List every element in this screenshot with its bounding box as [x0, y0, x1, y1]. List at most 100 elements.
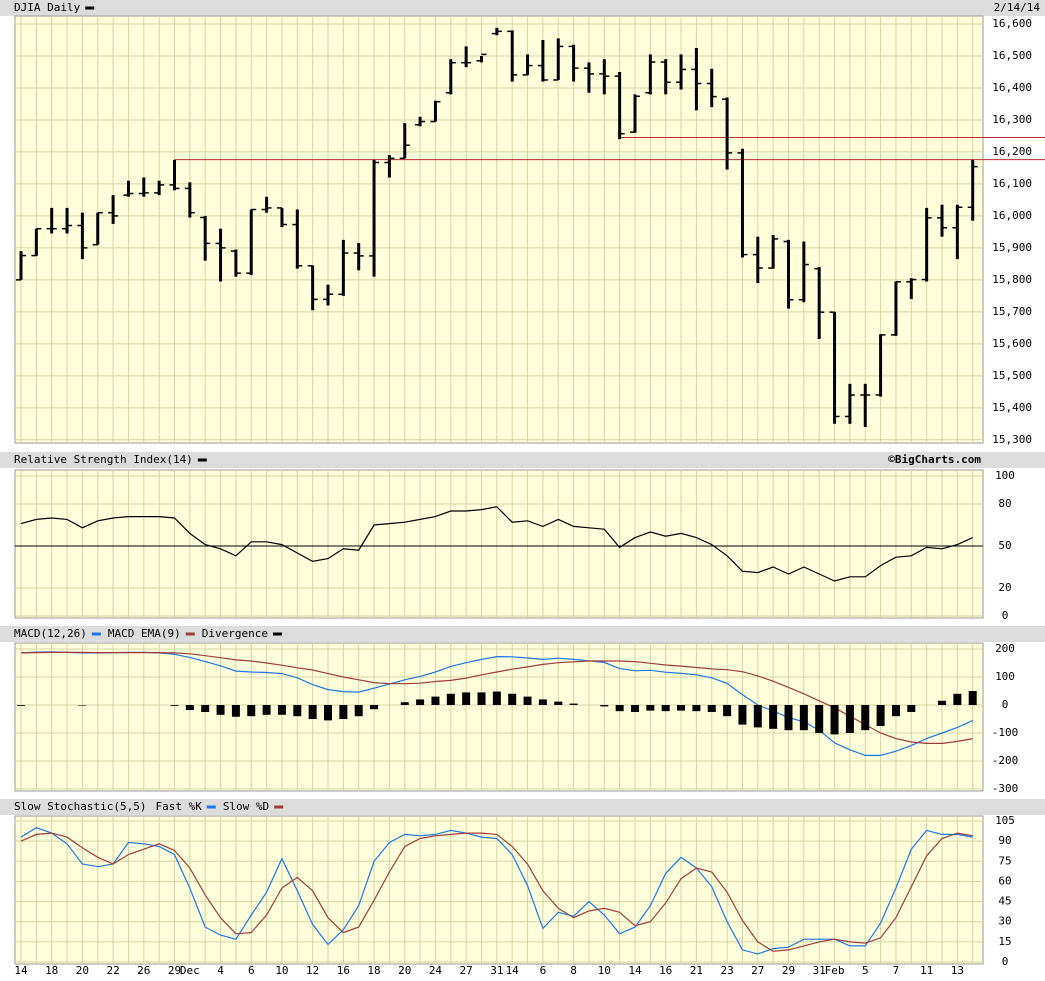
divergence-bar [661, 705, 670, 712]
divergence-bar [891, 705, 900, 717]
divergence-bar [400, 702, 409, 705]
legend-label: Fast %K [155, 800, 202, 813]
y-tick-label: 45 [998, 895, 1011, 908]
legend-label: Divergence [202, 627, 268, 640]
divergence-bar [170, 705, 179, 706]
divergence-bar [416, 699, 425, 705]
divergence-bar [876, 705, 885, 726]
legend-label: DJIA Daily [14, 1, 81, 14]
divergence-bar [508, 693, 517, 705]
x-tick-label: 10 [275, 964, 288, 977]
y-tick-label: -200 [992, 754, 1019, 767]
divergence-bar [354, 705, 363, 717]
divergence-bar [799, 705, 808, 731]
y-tick-label: -300 [992, 782, 1019, 795]
x-tick-label: 20 [76, 964, 89, 977]
x-tick-label: 27 [460, 964, 473, 977]
divergence-bar [446, 693, 455, 705]
x-tick-label: 14 [506, 964, 520, 977]
y-tick-label: 15,900 [992, 241, 1032, 254]
y-tick-label: 16,100 [992, 177, 1032, 190]
divergence-bar [723, 705, 732, 717]
legend-label: MACD(12,26) [14, 627, 87, 640]
divergence-bar [738, 705, 747, 725]
divergence-bar [431, 696, 440, 705]
divergence-bar [600, 705, 609, 707]
x-tick-label: 21 [690, 964, 703, 977]
series-line [20, 651, 973, 744]
plot-area [14, 15, 984, 444]
x-tick-label: 23 [720, 964, 733, 977]
y-tick-label: 0 [1002, 955, 1009, 968]
series-line [20, 832, 973, 952]
y-tick-label: 16,000 [992, 209, 1032, 222]
divergence-bar [907, 705, 916, 712]
divergence-bar [492, 691, 501, 705]
y-tick-label: 15,300 [992, 433, 1032, 446]
divergence-bar [861, 705, 870, 731]
series-line [20, 506, 973, 582]
y-tick-label: 105 [995, 814, 1015, 827]
x-tick-label: 16 [337, 964, 350, 977]
x-tick-label: 8 [570, 964, 577, 977]
x-tick-label: 18 [45, 964, 58, 977]
divergence-bar [707, 705, 716, 712]
divergence-bar [339, 705, 348, 719]
panel-header [0, 452, 1045, 468]
panel-header [0, 799, 1045, 815]
divergence-bar [247, 705, 256, 717]
divergence-bar [631, 705, 639, 712]
y-tick-label: 0 [1002, 609, 1009, 622]
x-tick-label: 16 [659, 964, 672, 977]
x-tick-label: 20 [398, 964, 411, 977]
y-tick-label: 15,800 [992, 273, 1032, 286]
divergence-bar [231, 705, 240, 717]
y-tick-label: 75 [998, 854, 1011, 867]
x-tick-label: 6 [248, 964, 255, 977]
divergence-bar [277, 705, 286, 715]
y-tick-label: 50 [998, 539, 1011, 552]
divergence-bar [324, 705, 332, 721]
x-tick-label: 31 [490, 964, 503, 977]
x-tick-label: 11 [920, 964, 933, 977]
credit: ©BigCharts.com [888, 453, 981, 466]
divergence-bar [538, 699, 547, 705]
y-tick-label: 100 [995, 670, 1015, 683]
divergence-bar [953, 693, 962, 705]
legend-label: Relative Strength Index(14) [14, 453, 193, 466]
legend-label: Slow Stochastic(5,5) [14, 800, 146, 813]
x-tick-label: 29 [168, 964, 181, 977]
y-tick-label: 20 [998, 581, 1011, 594]
x-tick-label: 14 [628, 964, 642, 977]
divergence-bar [308, 705, 317, 719]
y-tick-label: -100 [992, 726, 1019, 739]
y-tick-label: 16,600 [992, 17, 1032, 30]
legend-label: MACD EMA(9) [108, 627, 181, 640]
x-tick-label: Feb [825, 964, 845, 977]
y-tick-label: 16,500 [992, 49, 1032, 62]
divergence-bar [753, 705, 762, 728]
divergence-bar [615, 705, 624, 712]
y-tick-label: 15,400 [992, 401, 1032, 414]
legend-label: Slow %D [223, 800, 269, 813]
series-line [20, 651, 973, 756]
divergence-bar [370, 705, 379, 710]
divergence-bar [769, 705, 778, 729]
x-tick-label: 27 [751, 964, 764, 977]
divergence-bar [262, 705, 271, 715]
x-tick-label: Dec [180, 964, 200, 977]
y-tick-label: 16,400 [992, 81, 1032, 94]
y-tick-label: 16,300 [992, 113, 1032, 126]
y-tick-label: 15,500 [992, 369, 1032, 382]
x-tick-label: 12 [306, 964, 319, 977]
divergence-bar [293, 705, 302, 717]
x-tick-label: 14 [14, 964, 28, 977]
plot-area [14, 469, 984, 619]
x-tick-label: 18 [367, 964, 380, 977]
x-tick-label: 7 [893, 964, 900, 977]
x-tick-label: 6 [540, 964, 547, 977]
y-tick-label: 100 [995, 469, 1015, 482]
divergence-bar [646, 705, 655, 711]
divergence-bar [677, 705, 686, 711]
